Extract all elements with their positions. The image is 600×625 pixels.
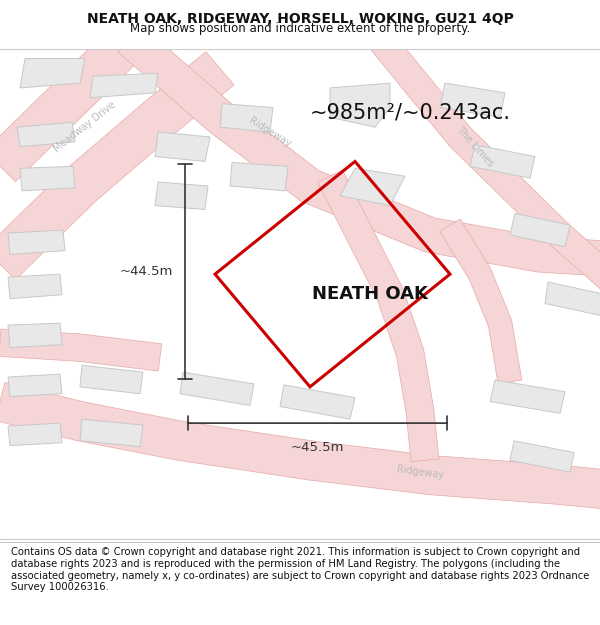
Polygon shape [118, 26, 600, 277]
Polygon shape [8, 230, 65, 254]
Text: Ridgeway: Ridgeway [396, 464, 444, 481]
Polygon shape [545, 282, 600, 315]
Polygon shape [90, 73, 158, 98]
Polygon shape [8, 374, 62, 397]
Polygon shape [8, 423, 62, 446]
Polygon shape [80, 365, 143, 394]
Text: Ridgeway: Ridgeway [247, 115, 293, 149]
Polygon shape [490, 380, 565, 413]
Polygon shape [0, 382, 600, 509]
Text: ~45.5m: ~45.5m [291, 441, 344, 454]
Polygon shape [155, 182, 208, 209]
Polygon shape [330, 83, 390, 127]
Polygon shape [220, 104, 273, 132]
Text: Contains OS data © Crown copyright and database right 2021. This information is : Contains OS data © Crown copyright and d… [11, 548, 589, 592]
Text: ~44.5m: ~44.5m [119, 265, 173, 278]
Text: Meadway Drive: Meadway Drive [52, 100, 118, 154]
Text: NEATH OAK, RIDGEWAY, HORSELL, WOKING, GU21 4QP: NEATH OAK, RIDGEWAY, HORSELL, WOKING, GU… [86, 12, 514, 26]
Polygon shape [510, 213, 570, 247]
Polygon shape [180, 372, 254, 406]
Polygon shape [17, 122, 75, 147]
Polygon shape [317, 170, 439, 462]
Text: NEATH OAK: NEATH OAK [312, 285, 428, 302]
Polygon shape [440, 219, 522, 384]
Polygon shape [0, 24, 146, 182]
Polygon shape [8, 274, 62, 299]
Polygon shape [20, 166, 75, 191]
Polygon shape [369, 31, 600, 289]
Polygon shape [340, 168, 405, 206]
Polygon shape [280, 385, 355, 419]
Polygon shape [440, 83, 505, 118]
Polygon shape [155, 132, 210, 161]
Polygon shape [8, 323, 62, 348]
Text: ~985m²/~0.243ac.: ~985m²/~0.243ac. [310, 102, 511, 122]
Polygon shape [470, 145, 535, 178]
Polygon shape [510, 441, 574, 472]
Polygon shape [20, 59, 85, 88]
Polygon shape [80, 419, 143, 447]
Polygon shape [230, 162, 288, 191]
Text: Map shows position and indicative extent of the property.: Map shows position and indicative extent… [130, 22, 470, 35]
Text: The Limes: The Limes [455, 125, 496, 169]
Polygon shape [0, 329, 162, 371]
Polygon shape [0, 52, 234, 279]
